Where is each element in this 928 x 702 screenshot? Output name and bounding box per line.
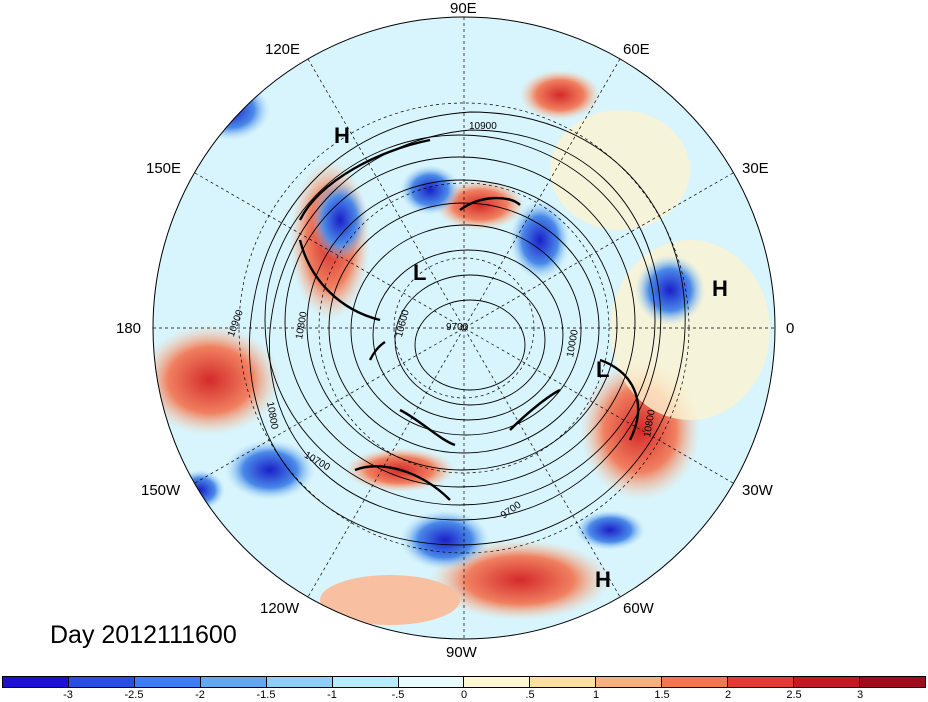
colorbar-tick-label: -1.5: [256, 689, 276, 701]
lon-label-120e: 120E: [265, 41, 301, 58]
colorbar-tick-label: 2: [724, 689, 732, 701]
day-title: Day 2012111600: [50, 621, 237, 649]
lon-label-30w: 30W: [742, 482, 773, 499]
low-pressure-label: L: [413, 260, 427, 285]
colorbar-swatch: [596, 677, 663, 687]
graticule: [153, 17, 775, 639]
colorbar-swatch: [266, 677, 333, 687]
colorbar-swatch: [200, 677, 267, 687]
colorbar-swatch: [3, 677, 69, 687]
colorbar-tick-label: 1: [592, 689, 600, 701]
high-pressure-label: H: [595, 567, 611, 592]
lon-label-150e: 150E: [146, 160, 182, 177]
colorbar-tick-label: -3: [63, 689, 73, 701]
lon-label-150w: 150W: [141, 482, 181, 499]
colorbar-swatch: [794, 677, 860, 687]
lon-label-90e: 90E: [450, 0, 477, 17]
lon-label-180: 180: [116, 320, 142, 337]
colorbar: [2, 676, 926, 688]
jet-contours: [298, 138, 640, 501]
colorbar-tick-label: 2.5: [786, 689, 802, 701]
contour-label: 9700: [446, 322, 469, 333]
colorbar-swatch: [662, 677, 729, 687]
colorbar-tick-label: -.5: [391, 689, 405, 701]
colorbar-tick-label: -2: [195, 689, 205, 701]
colorbar-tick-label: 3: [856, 689, 864, 701]
lon-label-0: 0: [786, 320, 795, 337]
colorbar-swatch: [464, 677, 531, 687]
colorbar-swatch: [728, 677, 795, 687]
colorbar-swatch: [398, 677, 465, 687]
colorbar-tick-label: .5: [525, 689, 535, 701]
colorbar-tick-label: -1: [327, 689, 337, 701]
high-pressure-label: H: [334, 123, 350, 148]
anomaly-shading: [153, 17, 775, 639]
colorbar-tick-label: 1.5: [654, 689, 670, 701]
colorbar-swatch: [530, 677, 597, 687]
lon-label-60e: 60E: [623, 41, 650, 58]
lon-label-90w: 90W: [446, 644, 477, 661]
colorbar-tick-label: -2.5: [124, 689, 144, 701]
colorbar-swatch: [68, 677, 135, 687]
colorbar-swatch: [134, 677, 201, 687]
colorbar-swatch: [859, 677, 925, 687]
contour-label: 10900: [469, 121, 497, 132]
colorbar-tick-label: 0: [460, 689, 468, 701]
lon-label-60w: 60W: [623, 600, 654, 617]
high-pressure-label: H: [712, 276, 728, 301]
map-boundary: [152, 16, 776, 640]
colorbar-swatch: [332, 677, 399, 687]
lon-label-30e: 30E: [742, 160, 769, 177]
lon-label-120w: 120W: [260, 600, 300, 617]
low-pressure-label: L: [596, 357, 610, 382]
